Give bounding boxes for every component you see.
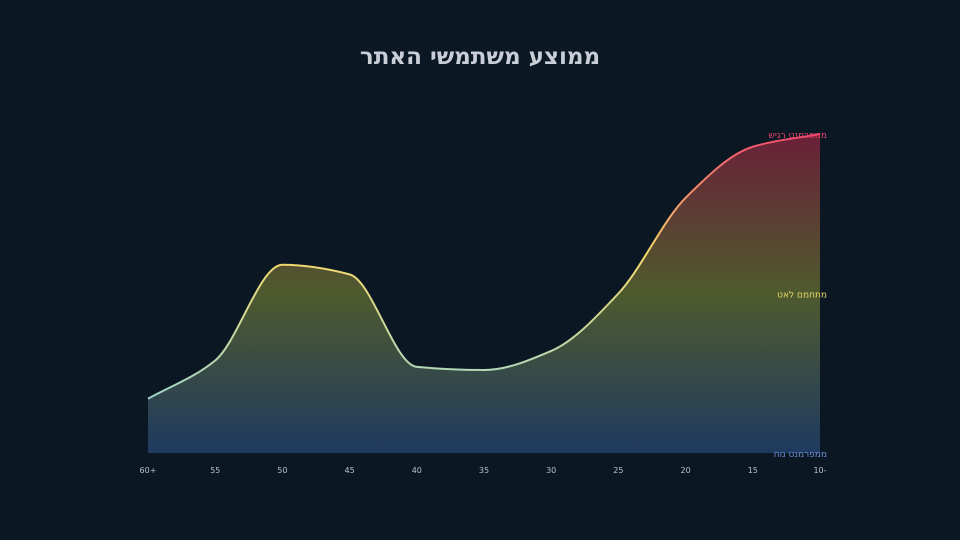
x-tick-label: 15 [748,466,758,475]
x-tick-label: 25 [613,466,623,475]
x-tick-label: 10- [813,466,826,475]
y-level-labels: ממפרמנט רגיש מתחמם לאט ממפרמנט נוח [768,131,827,460]
y-level-label: ממפרמנט נוח [774,450,827,460]
x-tick-label: 45 [345,466,355,475]
y-level-label: מתחמם לאט [777,291,827,301]
chart-title: ממוצע משתמשי האתר [359,44,601,70]
x-tick-label: 60+ [140,466,157,475]
x-tick-label: 20 [681,466,691,475]
area-fill [148,134,820,453]
x-axis-ticks: 60+ 55 50 45 40 35 30 25 20 15 10- [140,466,827,475]
series-line [147,133,821,400]
x-tick-label: 30 [546,466,556,475]
x-tick-label: 35 [479,466,489,475]
x-tick-label: 50 [277,466,287,475]
y-level-label: ממפרמנט רגיש [768,131,827,141]
x-tick-label: 40 [412,466,422,475]
x-tick-label: 55 [210,466,220,475]
